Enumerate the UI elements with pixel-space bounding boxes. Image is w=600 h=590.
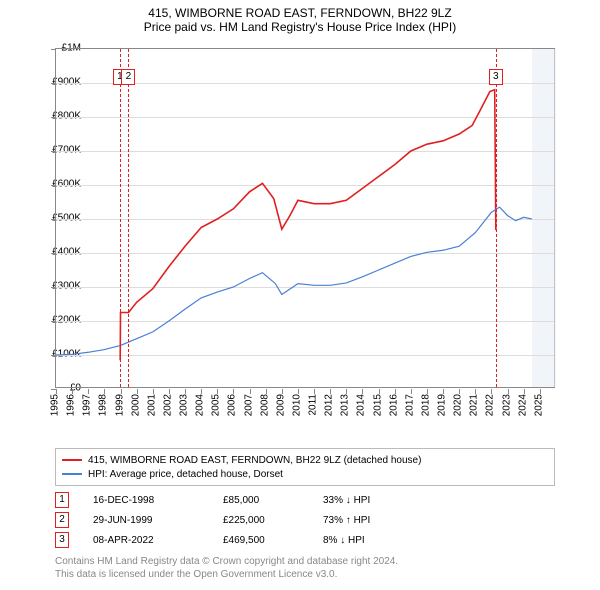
x-tick-label: 2002 — [162, 394, 173, 416]
x-tick-label: 2024 — [517, 394, 528, 416]
footer-line-1: Contains HM Land Registry data © Crown c… — [55, 556, 555, 569]
legend-label: HPI: Average price, detached house, Dors… — [88, 469, 283, 480]
event-number: 3 — [55, 532, 69, 548]
event-date: 16-DEC-1998 — [93, 495, 223, 506]
x-tick-label: 2008 — [259, 394, 270, 416]
event-row: 3 08-APR-2022£469,5008% ↓ HPI — [55, 530, 555, 550]
x-tick-label: 2012 — [324, 394, 335, 416]
x-tick-label: 2011 — [308, 394, 319, 416]
plot-wrap: £0£100K£200K£300K£400K£500K£600K£700K£80… — [55, 48, 587, 418]
x-tick-label: 2001 — [146, 394, 157, 416]
event-price: £469,500 — [223, 535, 323, 546]
x-tick-label: 2009 — [275, 394, 286, 416]
x-tick-label: 2007 — [243, 394, 254, 416]
title-line-2: Price paid vs. HM Land Registry's House … — [0, 20, 600, 34]
event-diff: 8% ↓ HPI — [323, 535, 555, 546]
x-tick-label: 2003 — [179, 394, 190, 416]
legend-label: 415, WIMBORNE ROAD EAST, FERNDOWN, BH22 … — [88, 455, 421, 466]
event-date: 29-JUN-1999 — [93, 515, 223, 526]
legend-row: 415, WIMBORNE ROAD EAST, FERNDOWN, BH22 … — [62, 453, 548, 467]
plot-area: 123 — [55, 48, 555, 388]
title-line-1: 415, WIMBORNE ROAD EAST, FERNDOWN, BH22 … — [0, 6, 600, 20]
x-tick-label: 2005 — [211, 394, 222, 416]
event-marker-line — [496, 49, 497, 387]
x-tick-label: 2013 — [340, 394, 351, 416]
event-diff: 33% ↓ HPI — [323, 495, 555, 506]
event-marker-box: 2 — [121, 69, 135, 85]
event-marker-box: 3 — [489, 69, 503, 85]
x-tick-label: 2004 — [195, 394, 206, 416]
x-tick-label: 1995 — [50, 394, 61, 416]
x-tick-label: 2015 — [372, 394, 383, 416]
legend-swatch — [62, 459, 82, 461]
page: 415, WIMBORNE ROAD EAST, FERNDOWN, BH22 … — [0, 0, 600, 590]
event-number: 2 — [55, 512, 69, 528]
x-tick-label: 2019 — [437, 394, 448, 416]
footer-line-2: This data is licensed under the Open Gov… — [55, 569, 555, 582]
legend-swatch — [62, 473, 82, 475]
event-row: 2 29-JUN-1999£225,00073% ↑ HPI — [55, 510, 555, 530]
x-tick-label: 2020 — [453, 394, 464, 416]
x-tick-label: 2022 — [485, 394, 496, 416]
legend: 415, WIMBORNE ROAD EAST, FERNDOWN, BH22 … — [55, 448, 555, 486]
x-tick-label: 1999 — [114, 394, 125, 416]
event-diff: 73% ↑ HPI — [323, 515, 555, 526]
event-number: 1 — [55, 492, 69, 508]
series-hpi — [56, 207, 532, 355]
x-tick-label: 2010 — [291, 394, 302, 416]
x-tick-label: 2018 — [420, 394, 431, 416]
x-tick-label: 2025 — [533, 394, 544, 416]
x-tick-label: 2016 — [388, 394, 399, 416]
event-price: £85,000 — [223, 495, 323, 506]
event-marker-line — [128, 49, 129, 387]
event-price: £225,000 — [223, 515, 323, 526]
x-tick-label: 2023 — [501, 394, 512, 416]
x-tick-label: 2021 — [469, 394, 480, 416]
sale-events: 1 16-DEC-1998£85,00033% ↓ HPI 2 29-JUN-1999… — [55, 490, 555, 550]
x-tick-label: 1996 — [66, 394, 77, 416]
event-row: 1 16-DEC-1998£85,00033% ↓ HPI — [55, 490, 555, 510]
event-marker-line — [120, 49, 121, 387]
x-tick-label: 1998 — [98, 394, 109, 416]
x-tick-label: 1997 — [82, 394, 93, 416]
legend-row: HPI: Average price, detached house, Dors… — [62, 467, 548, 481]
series-property — [120, 90, 496, 360]
chart-lines — [56, 49, 556, 389]
x-tick-label: 2017 — [404, 394, 415, 416]
x-tick-label: 2014 — [356, 394, 367, 416]
footer: Contains HM Land Registry data © Crown c… — [55, 556, 555, 581]
x-tick-label: 2006 — [227, 394, 238, 416]
event-date: 08-APR-2022 — [93, 535, 223, 546]
x-tick-label: 2000 — [130, 394, 141, 416]
